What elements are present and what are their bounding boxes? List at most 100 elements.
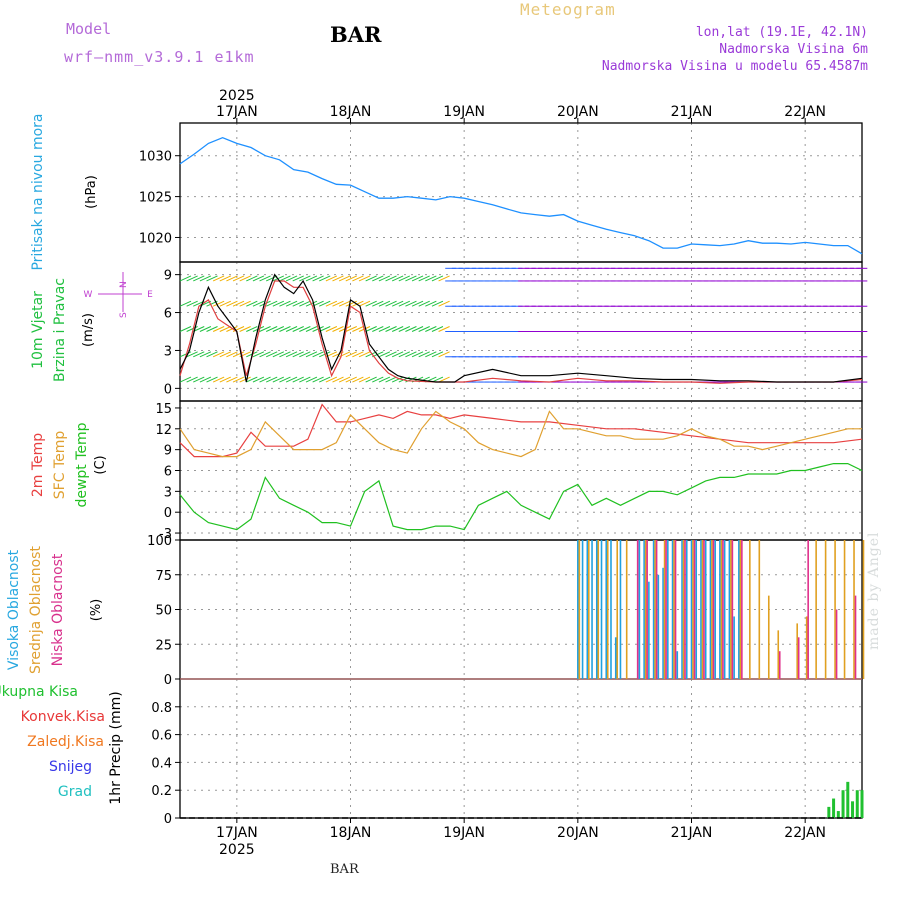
wind-barb — [179, 300, 192, 307]
wind-barb — [292, 351, 304, 358]
wind-barb — [358, 376, 371, 383]
y-tick-label: 0 — [164, 673, 172, 688]
wind-barb — [425, 300, 437, 307]
wind-barb — [206, 376, 218, 383]
time-tick-top: 22JAN — [784, 104, 826, 120]
wind-title: 10m Vjetar — [30, 291, 46, 369]
wind-barb — [438, 300, 450, 307]
wind-barb — [279, 300, 291, 307]
wind-barb — [338, 300, 351, 307]
wind-barb — [299, 300, 311, 307]
wind-barb — [358, 275, 371, 282]
precip-bars — [827, 781, 864, 818]
precip-bar — [846, 781, 850, 818]
wind-barb — [405, 275, 417, 282]
wind-barb — [345, 351, 357, 358]
wind-panel: 0 3 6 9 — [164, 261, 863, 402]
wind-barb — [358, 300, 371, 307]
precip-bar — [827, 806, 831, 818]
wind-barb — [385, 300, 397, 307]
precip-legend-item: Konvek.Kisa — [21, 709, 105, 725]
wind-barb — [405, 300, 417, 307]
y-tick-label: 1020 — [139, 231, 172, 246]
wind-barb — [378, 376, 391, 383]
wind-barb — [212, 275, 225, 282]
wind-barb — [279, 275, 291, 282]
y-tick-label: -3 — [159, 527, 172, 542]
y-tick-label: 12 — [155, 423, 172, 438]
wind-barb — [279, 376, 291, 383]
time-tick-bottom: 18JAN — [330, 825, 372, 841]
wind-barb — [272, 300, 285, 307]
temp-dewpt-line — [179, 463, 863, 531]
wind-barb — [265, 376, 278, 383]
wind-subtitle: Brzina i Pravac — [52, 278, 68, 382]
wind-barb — [199, 275, 212, 282]
time-tick-top: 17JAN — [216, 104, 258, 120]
year-label-top: 2025 — [219, 88, 255, 104]
wind-barb — [378, 275, 391, 282]
wind-barb — [265, 275, 278, 282]
wind-barb — [438, 376, 450, 383]
wind-barb — [206, 351, 218, 358]
wind-barb — [325, 275, 338, 282]
time-tick-bottom: 17JAN — [216, 825, 258, 841]
wind-barb — [411, 275, 424, 282]
wind-barb — [299, 326, 311, 332]
wind-barb — [285, 275, 298, 282]
wind-barb — [332, 275, 344, 282]
wind-barb — [418, 275, 430, 282]
footer-station: BAR — [330, 862, 359, 877]
wind-barb — [411, 326, 424, 332]
time-tick-bottom: 20JAN — [557, 825, 599, 841]
wind-barb — [378, 326, 391, 332]
time-tick-top: 18JAN — [330, 104, 372, 120]
wind-barb — [193, 351, 205, 358]
temperature-panel: -3 0 3 6 9 12 15 — [155, 400, 863, 542]
wind-barb — [418, 351, 430, 358]
wind-barb — [398, 351, 411, 358]
wind-barb — [219, 326, 231, 332]
wind-barb — [299, 376, 311, 383]
wind-barb — [425, 275, 437, 282]
wind-barb — [431, 326, 444, 332]
wind-barb — [391, 376, 404, 383]
wind-speed-line — [179, 273, 863, 383]
temp-sfc-line — [179, 410, 862, 458]
wind-barb — [352, 351, 364, 358]
wind-barb — [252, 376, 265, 383]
wind-barb — [179, 275, 192, 282]
compass-e: E — [147, 290, 153, 300]
wind-barb — [299, 351, 311, 358]
cloud-title-0: Visoka Oblacnost — [6, 549, 22, 670]
wind-barb — [411, 351, 424, 358]
wind-barb — [246, 376, 258, 383]
y-tick-label: 6 — [164, 307, 172, 322]
compass-w: W — [84, 290, 93, 300]
cloud-title-1: Srednja Oblacnost — [28, 546, 44, 674]
wind-barb — [212, 351, 225, 358]
y-tick-label: 3 — [164, 485, 172, 500]
wind-barb — [186, 300, 198, 307]
y-tick-label: 1030 — [139, 150, 172, 165]
chart-title: Meteogram — [520, 0, 616, 19]
wind-unit: (m/s) — [81, 313, 96, 347]
wind-barb — [193, 275, 205, 282]
wind-barb — [325, 300, 338, 307]
wind-barb — [292, 300, 304, 307]
y-tick-label: 0.2 — [151, 784, 172, 799]
wind-barb — [219, 376, 231, 383]
wind-barb — [438, 326, 450, 332]
wind-barb — [431, 300, 444, 307]
y-tick-label: 3 — [164, 344, 172, 359]
wind-barb — [385, 275, 397, 282]
wind-barb — [212, 376, 225, 383]
wind-barbs — [179, 267, 868, 383]
wind-barb — [226, 376, 238, 383]
precip-frame — [179, 678, 863, 819]
wind-barb — [372, 300, 384, 307]
y-tick-label: 0.4 — [151, 756, 172, 771]
wind-barb — [193, 326, 205, 332]
wind-barb — [365, 351, 377, 358]
compass-n: N — [119, 281, 129, 288]
